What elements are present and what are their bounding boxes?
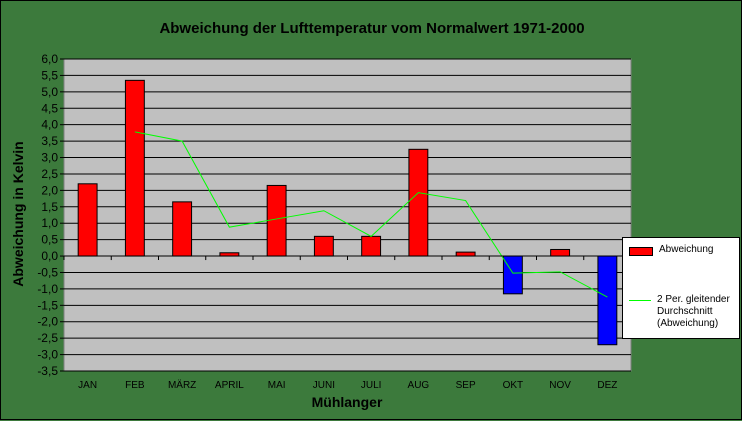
x-tick-label: APRIL bbox=[215, 380, 244, 391]
legend-item-abweichung: Abweichung bbox=[629, 244, 735, 256]
bar-jan bbox=[77, 183, 98, 257]
x-tick-label: MAI bbox=[268, 380, 286, 391]
x-tick-label: JAN bbox=[78, 380, 97, 391]
y-tick-label: 6,0 bbox=[41, 52, 58, 66]
y-tick-label: 4,0 bbox=[41, 118, 58, 132]
moving-average-polyline bbox=[134, 131, 608, 298]
x-tick-label: FEB bbox=[125, 380, 145, 391]
y-tick-label: 2,5 bbox=[41, 167, 58, 181]
legend: Abweichung 2 Per. gleitender Durchschnit… bbox=[622, 237, 740, 339]
bar-märz bbox=[172, 201, 193, 257]
x-axis-label: Mühlanger bbox=[312, 394, 383, 410]
y-tick-label: 0,0 bbox=[41, 249, 58, 263]
chart-title: Abweichung der Lufttemperatur vom Normal… bbox=[159, 20, 584, 37]
bar-feb bbox=[124, 79, 145, 257]
y-axis-ticks: -3,5 -3,0 -2,5 -2,0 -1,5 -1,0 -0,5 0,0 0,5 1,0 1,5… bbox=[37, 52, 64, 378]
x-tick-label: JUNI bbox=[313, 380, 335, 391]
y-tick-label: 3,0 bbox=[41, 151, 58, 165]
bar-aug bbox=[408, 148, 429, 257]
y-tick-label: 1,5 bbox=[41, 200, 58, 214]
y-tick-label: 2,0 bbox=[41, 183, 58, 197]
legend-line-swatch bbox=[629, 300, 651, 301]
x-tick-label: JULI bbox=[361, 380, 382, 391]
y-tick-label: -2,5 bbox=[37, 331, 58, 345]
y-tick-label: 0,5 bbox=[41, 233, 58, 247]
legend-label-abweichung: Abweichung bbox=[659, 244, 714, 255]
y-tick-label: 5,0 bbox=[41, 85, 58, 99]
y-tick-label: 1,0 bbox=[41, 216, 58, 230]
legend-item-moving-average: 2 Per. gleitender Durchschnitt (Abweichu… bbox=[629, 294, 733, 330]
y-tick-label: 5,5 bbox=[41, 68, 58, 82]
x-tick-label: SEP bbox=[456, 380, 476, 391]
bar-juni bbox=[313, 235, 334, 257]
y-tick-label: -3,0 bbox=[37, 348, 58, 362]
y-axis-label: Abweichung in Kelvin bbox=[10, 141, 26, 286]
x-tick-label: DEZ bbox=[597, 380, 617, 391]
y-tick-label: -2,0 bbox=[37, 315, 58, 329]
bar-okt bbox=[502, 255, 523, 295]
legend-bar-swatch bbox=[629, 247, 653, 256]
x-tick-label: MÄRZ bbox=[168, 379, 196, 391]
x-tick-label: AUG bbox=[408, 380, 430, 391]
gridlines bbox=[64, 58, 631, 372]
bar-mai bbox=[266, 184, 287, 257]
x-axis-ticks: JAN FEB MÄRZ APRIL MAI JUNI JULI AUG SEP OKT NOV DE… bbox=[63, 256, 632, 391]
y-tick-label: -3,5 bbox=[37, 364, 58, 378]
y-tick-label: 3,5 bbox=[41, 134, 58, 148]
bar-juli bbox=[361, 235, 382, 257]
y-tick-label: -0,5 bbox=[37, 265, 58, 279]
plot-area bbox=[63, 58, 632, 372]
x-tick-label: NOV bbox=[549, 380, 571, 391]
y-tick-label: 4,5 bbox=[41, 101, 58, 115]
legend-label-moving-average: 2 Per. gleitender Durchschnitt (Abweichu… bbox=[657, 294, 730, 329]
y-tick-label: -1,0 bbox=[37, 282, 58, 296]
bar-dez bbox=[597, 255, 618, 346]
moving-average-line bbox=[134, 131, 608, 298]
x-tick-label: OKT bbox=[503, 380, 524, 391]
bar-sep bbox=[455, 251, 476, 257]
bar-nov bbox=[550, 248, 571, 257]
y-tick-label: -1,5 bbox=[37, 298, 58, 312]
